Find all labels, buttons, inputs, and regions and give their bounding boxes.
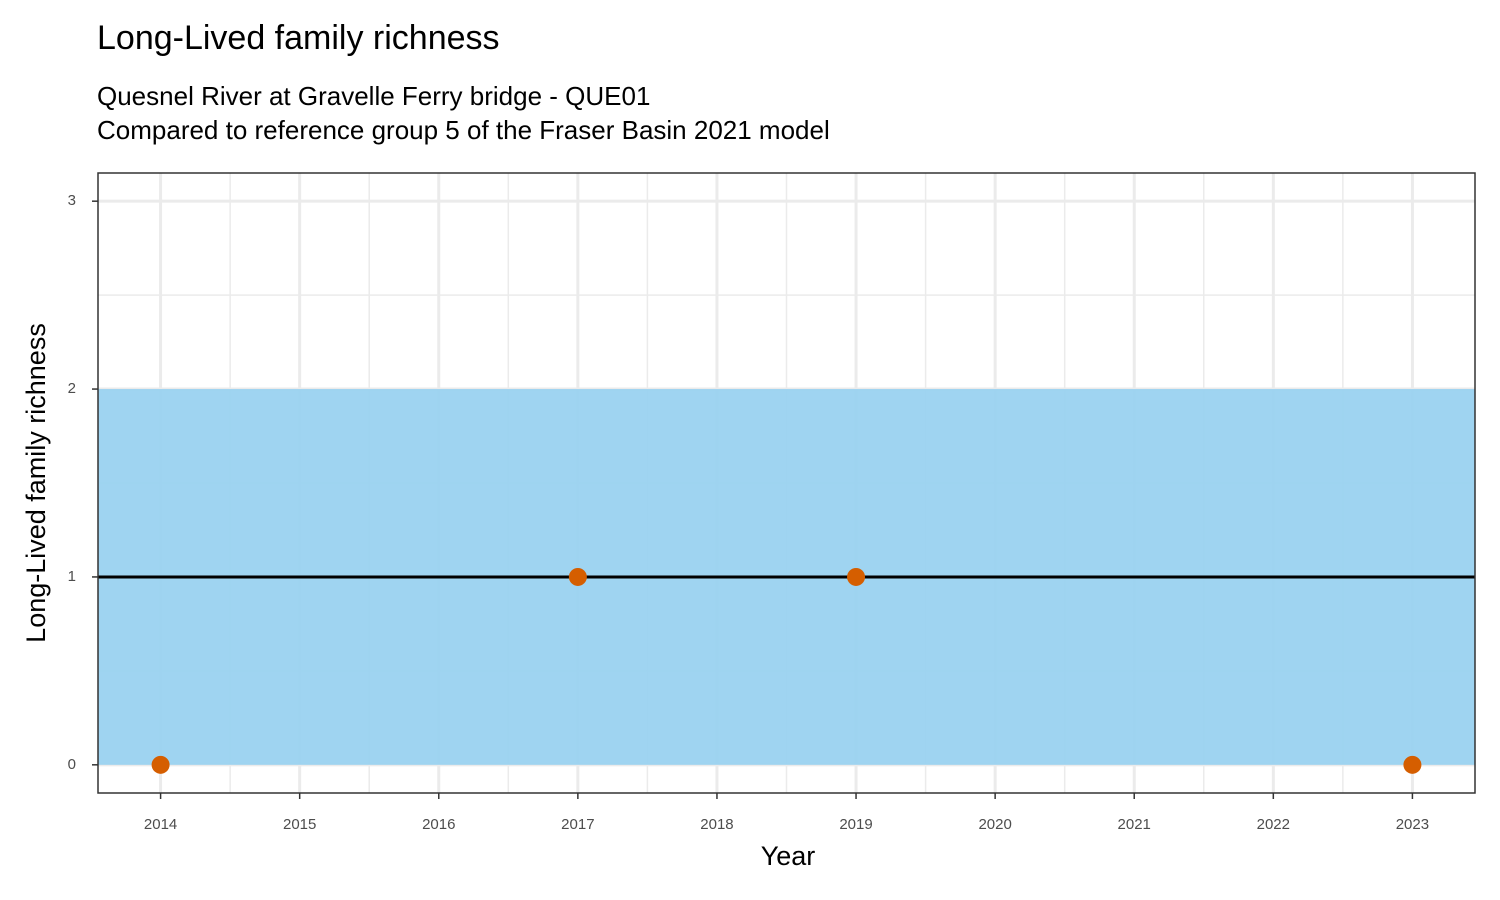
point	[151, 755, 170, 774]
y-tick-label: 3	[68, 192, 76, 209]
y-tick-label: 2	[68, 380, 76, 397]
y-tick-label: 0	[68, 756, 76, 773]
x-tick-label: 2022	[1257, 816, 1290, 833]
x-tick-label: 2016	[422, 816, 455, 833]
x-tick-label: 2020	[978, 816, 1011, 833]
x-tick-label: 2017	[561, 816, 594, 833]
x-tick-label: 2021	[1118, 816, 1151, 833]
chart-subtitle: Compared to reference group 5 of the Fra…	[97, 115, 830, 145]
point	[847, 567, 866, 586]
chart-title: Long-Lived family richness	[97, 19, 500, 57]
y-axis-label: Long-Lived family richness	[21, 323, 51, 643]
x-tick-label: 2015	[283, 816, 316, 833]
x-tick-label: 2018	[700, 816, 733, 833]
x-tick-label: 2019	[839, 816, 872, 833]
point	[568, 567, 587, 586]
panel-border	[97, 172, 1476, 794]
x-tick-label: 2023	[1396, 816, 1429, 833]
x-tick-label: 2014	[144, 816, 177, 833]
x-axis-label: Year	[761, 841, 816, 871]
point	[1403, 755, 1422, 774]
y-tick-label: 1	[68, 568, 76, 585]
chart-subtitle: Quesnel River at Gravelle Ferry bridge -…	[97, 81, 650, 111]
